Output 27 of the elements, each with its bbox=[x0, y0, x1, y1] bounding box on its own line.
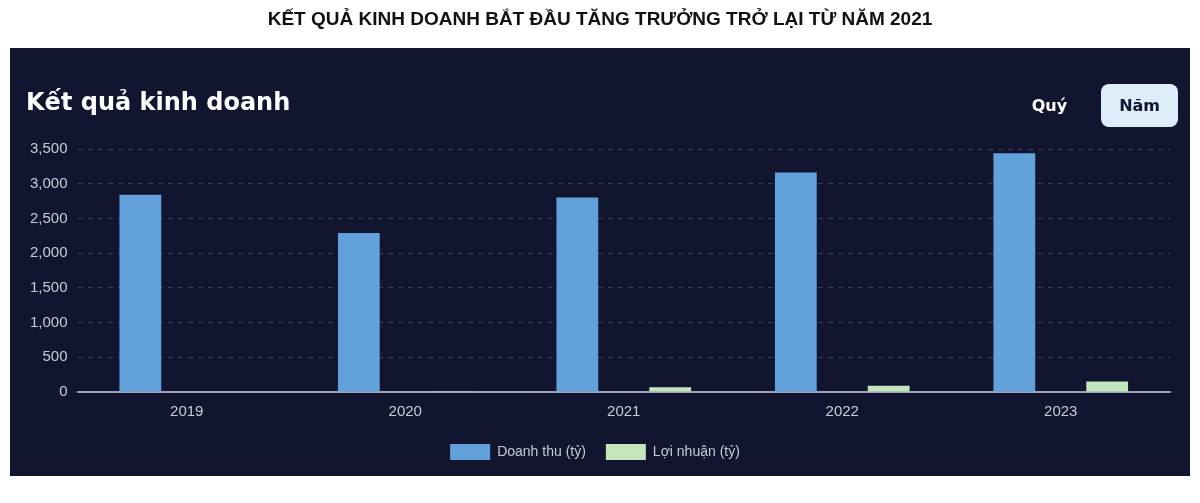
y-tick-label: 1,500 bbox=[29, 278, 68, 295]
x-tick-label: 2022 bbox=[825, 402, 859, 420]
bar bbox=[774, 172, 817, 392]
bar bbox=[337, 233, 380, 392]
bar bbox=[556, 197, 599, 392]
x-tick-label: 2020 bbox=[388, 402, 422, 420]
legend-label: Lợi nhuận (tỷ) bbox=[652, 442, 740, 459]
y-tick-label: 3,000 bbox=[29, 173, 68, 191]
bar bbox=[867, 385, 910, 392]
legend-label: Doanh thu (tỷ) bbox=[497, 442, 586, 459]
y-tick-label: 2,500 bbox=[29, 208, 68, 226]
bar bbox=[1086, 381, 1129, 392]
y-tick-label: 1,000 bbox=[29, 312, 68, 330]
y-tick-label: 500 bbox=[42, 347, 68, 365]
chart-subtitle: Kết quả kinh doanh bbox=[26, 88, 291, 116]
y-tick-label: 3,500 bbox=[29, 139, 68, 157]
x-tick-label: 2019 bbox=[170, 402, 204, 420]
chart-title: KẾT QUẢ KINH DOANH BẮT ĐẦU TĂNG TRƯỞNG TRỞ LẠI TỪ NĂM 2021 bbox=[266, 8, 934, 30]
text: Năm bbox=[1101, 84, 1178, 127]
text: Quý bbox=[1030, 95, 1069, 117]
x-tick-label: 2023 bbox=[1044, 402, 1078, 420]
bar bbox=[649, 387, 692, 392]
bar bbox=[119, 194, 162, 392]
y-tick-label: 0 bbox=[59, 382, 68, 400]
x-tick-label: 2021 bbox=[607, 402, 641, 420]
y-tick-label: 2,000 bbox=[29, 243, 68, 261]
bar bbox=[993, 153, 1036, 392]
